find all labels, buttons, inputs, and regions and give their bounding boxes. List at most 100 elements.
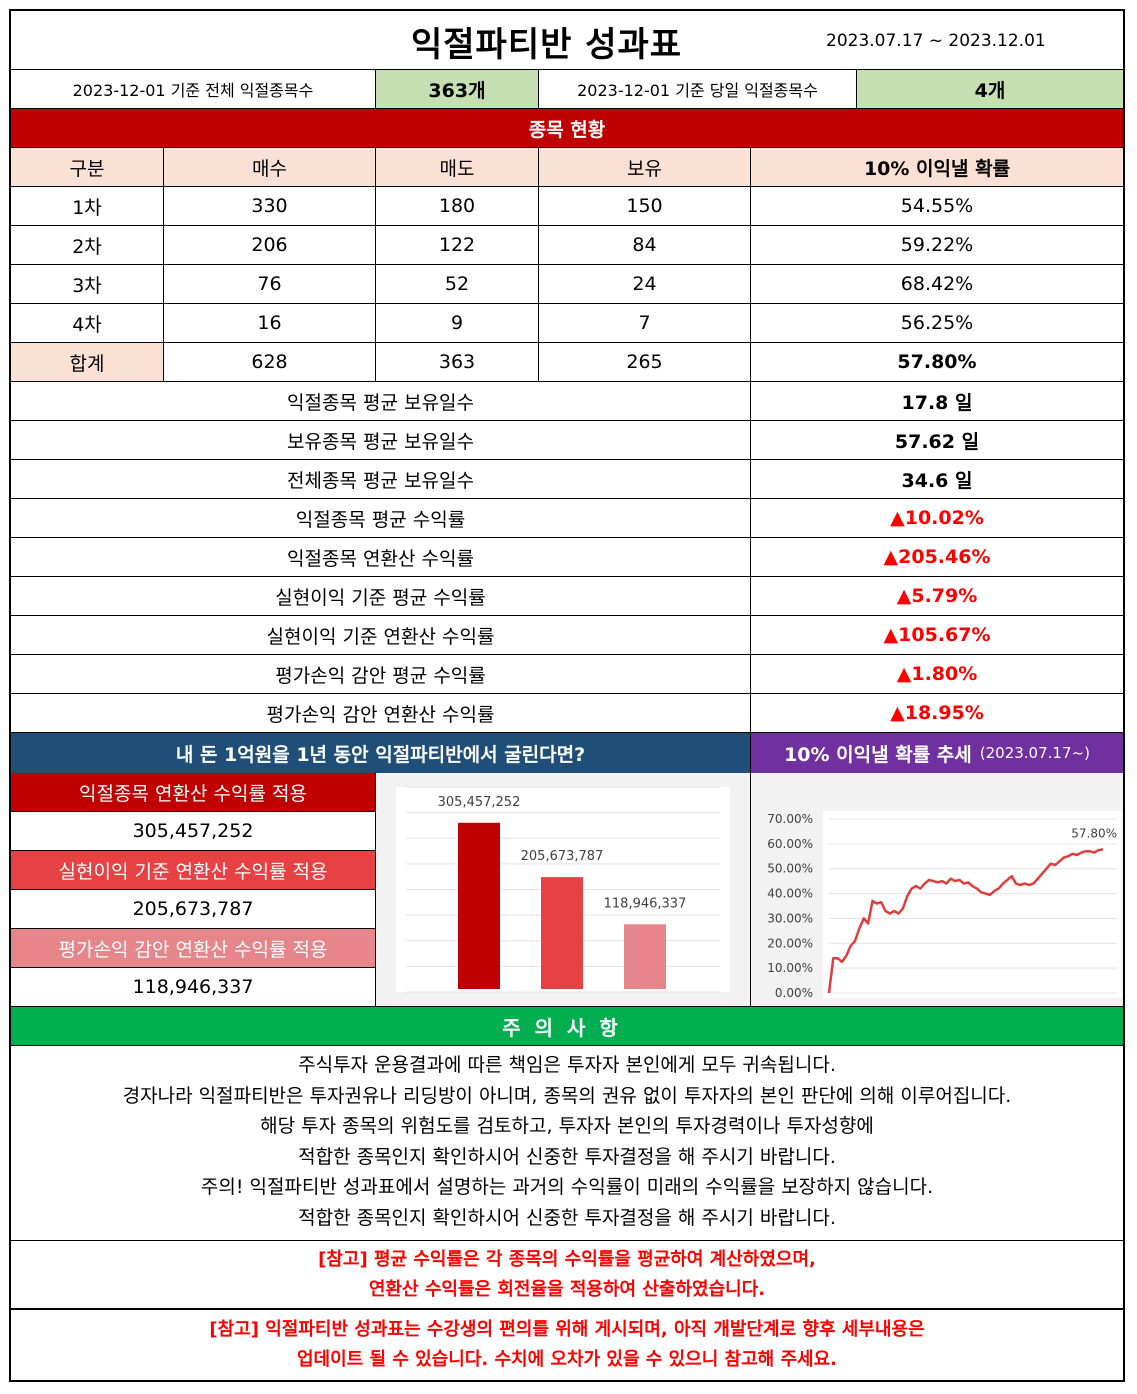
notice-body: 주식투자 운용결과에 따른 책임은 투자자 본인에게 모두 귀속됩니다. 경자나… [11, 1046, 1123, 1241]
trend-banner: 10% 이익낼 확률 추세 (2023.07.17~) [751, 733, 1123, 773]
table-cell: 9 [376, 304, 539, 342]
table-cell: 265 [539, 343, 751, 381]
y-tick-label: 30.00% [767, 911, 813, 925]
trend-banner-title: 10% 이익낼 확률 추세 [784, 743, 972, 766]
col-header: 매수 [164, 148, 376, 186]
total-exit-label: 2023-12-01 기준 전체 익절종목수 [11, 70, 376, 108]
date-range: 2023.07.17 ~ 2023.12.01 [826, 31, 1046, 51]
notice-line: 적합한 종목인지 확인하시어 신중한 투자결정을 해 주시기 바랍니다. [298, 1145, 836, 1168]
table-cell: 68.42% [900, 273, 974, 295]
ref-line: 연환산 수익률은 회전율을 적용하여 산출하였습니다. [368, 1279, 766, 1300]
notice-line: 주식투자 운용결과에 따른 책임은 투자자 본인에게 모두 귀속됩니다. [298, 1054, 836, 1076]
stat-label: 보유종목 평균 보유일수 [11, 421, 751, 459]
col-header: 구분 [11, 148, 164, 186]
invest-list: 익절종목 연환산 수익률 적용 305,457,252 실현이익 기준 연환산 … [11, 773, 376, 1007]
y-tick-label: 0.00% [775, 986, 813, 1000]
table-row: 3차 76 52 24 68.42% [11, 265, 1123, 304]
bar-chart-panel: 305,457,252 205,673,787 118,946,337 [376, 773, 751, 1007]
table-cell: 57.80% [897, 351, 977, 373]
trend-line [827, 848, 1104, 994]
stat-value: ▲5.79% [896, 585, 978, 607]
table-cell: 7 [539, 304, 751, 342]
stat-row: 실현이익 기준 평균 수익률 ▲5.79% [11, 577, 1123, 616]
reference-note-1: [참고] 평균 수익률은 각 종목의 수익률을 평균하여 계산하였으며, 연환산… [11, 1241, 1123, 1310]
stat-value: ▲10.02% [890, 507, 984, 529]
y-tick-label: 60.00% [767, 837, 813, 851]
stat-row: 평가손익 감안 연환산 수익률 ▲18.95% [11, 694, 1123, 733]
invest-banner: 내 돈 1억원을 1년 동안 익절파티반에서 굴린다면? [11, 733, 751, 773]
reference-note-2: [참고] 익절파티반 성과표는 수강생의 편의를 위해 게시되며, 아직 개발단… [11, 1310, 1123, 1380]
bar [458, 822, 500, 989]
y-tick-label: 50.00% [767, 862, 813, 876]
stat-label: 익절종목 평균 수익률 [11, 499, 751, 537]
table-cell: 합계 [11, 343, 164, 381]
stat-row: 익절종목 평균 보유일수 17.8 일 [11, 382, 1123, 421]
stat-row: 보유종목 평균 보유일수 57.62 일 [11, 421, 1123, 460]
ref-line: 업데이트 될 수 있습니다. 수치에 오차가 있을 수 있으니 참고해 주세요. [296, 1349, 838, 1370]
table-cell: 56.25% [900, 312, 974, 334]
notice-line: 경자나라 익절파티반은 투자권유나 리딩방이 아니며, 종목의 권유 없이 투자… [122, 1084, 1012, 1107]
stat-row: 익절종목 평균 수익률 ▲10.02% [11, 499, 1123, 538]
title-row: 익절파티반 성과표 2023.07.17 ~ 2023.12.01 [11, 11, 1123, 70]
line-chart: 0.00% 10.00% 20.00% 30.00% 40.00% 50.00% 60.00… [767, 811, 1121, 1000]
table-cell: 330 [164, 187, 376, 225]
stat-label: 평가손익 감안 연환산 수익률 [11, 694, 751, 732]
table-cell: 180 [376, 187, 539, 225]
stat-row: 익절종목 연환산 수익률 ▲205.46% [11, 538, 1123, 577]
line-chart-panel: 0.00% 10.00% 20.00% 30.00% 40.00% 50.00% 60.00… [751, 773, 1123, 1007]
notice-banner: 주의사항 [11, 1007, 1123, 1046]
today-exit-label: 2023-12-01 기준 당일 익절종목수 [539, 70, 857, 108]
notice-line: 해당 투자 종목의 위험도를 검토하고, 투자자 본인의 투자경력이나 투자성향… [260, 1115, 874, 1137]
invest-label: 익절종목 연환산 수익률 적용 [11, 773, 375, 812]
table-row: 2차 206 122 84 59.22% [11, 226, 1123, 265]
table-cell: 150 [539, 187, 751, 225]
stat-label: 익절종목 평균 보유일수 [11, 382, 751, 420]
col-header: 보유 [539, 148, 751, 186]
stat-value: ▲1.80% [896, 663, 978, 685]
invest-value: 205,673,787 [11, 890, 375, 929]
table-total-row: 합계 628 363 265 57.80% [11, 343, 1123, 382]
notice-line: 적합한 종목인지 확인하시어 신중한 투자결정을 해 주시기 바랍니다. [298, 1206, 836, 1229]
table-header: 구분 매수 매도 보유 10% 이익낼 확률 [11, 148, 1123, 187]
chart-banners: 내 돈 1억원을 1년 동안 익절파티반에서 굴린다면? 10% 이익낼 확률 … [11, 733, 1123, 773]
y-tick-label: 20.00% [767, 936, 813, 950]
section-banner: 종목 현황 [11, 109, 1123, 148]
table-cell: 54.55% [900, 195, 974, 217]
stat-label: 전체종목 평균 보유일수 [11, 460, 751, 498]
table-cell: 24 [539, 265, 751, 303]
table-cell: 628 [164, 343, 376, 381]
stat-label: 실현이익 기준 연환산 수익률 [11, 616, 751, 654]
table-cell: 84 [539, 226, 751, 264]
trend-banner-sub: (2023.07.17~) [979, 744, 1090, 762]
y-tick-label: 10.00% [767, 961, 813, 975]
table-cell: 76 [164, 265, 376, 303]
notice-line: 주의! 익절파티반 성과표에서 설명하는 과거의 수익률이 미래의 수익률을 보… [200, 1176, 934, 1198]
page-title: 익절파티반 성과표 [411, 25, 683, 65]
bar [541, 877, 583, 989]
stat-label: 실현이익 기준 평균 수익률 [11, 577, 751, 615]
total-exit-value: 363개 [376, 70, 539, 108]
stat-value: 17.8 일 [901, 391, 973, 414]
bar-chart: 305,457,252 205,673,787 118,946,337 [396, 786, 730, 993]
invest-value: 118,946,337 [132, 976, 254, 998]
stat-label: 평가손익 감안 평균 수익률 [11, 655, 751, 693]
table-cell: 52 [376, 265, 539, 303]
table-cell: 59.22% [900, 234, 974, 256]
bar [624, 924, 666, 989]
stat-value: 34.6 일 [901, 469, 973, 492]
performance-sheet: 익절파티반 성과표 2023.07.17 ~ 2023.12.01 2023-1… [9, 9, 1125, 1382]
bar-data-label: 305,457,252 [438, 795, 521, 810]
table-cell: 206 [164, 226, 376, 264]
table-row: 4차 16 9 7 56.25% [11, 304, 1123, 343]
stat-value: 57.62 일 [894, 430, 980, 453]
stat-label: 익절종목 연환산 수익률 [11, 538, 751, 576]
invest-label: 실현이익 기준 연환산 수익률 적용 [11, 851, 375, 890]
summary-row: 2023-12-01 기준 전체 익절종목수 363개 2023-12-01 기… [11, 70, 1123, 109]
stat-value: ▲105.67% [883, 624, 991, 646]
col-header: 10% 이익낼 확률 [863, 157, 1011, 180]
y-tick-label: 70.00% [767, 812, 813, 826]
bar-data-label: 205,673,787 [521, 849, 604, 864]
table-row: 1차 330 180 150 54.55% [11, 187, 1123, 226]
table-cell: 3차 [11, 265, 164, 303]
table-cell: 363 [376, 343, 539, 381]
